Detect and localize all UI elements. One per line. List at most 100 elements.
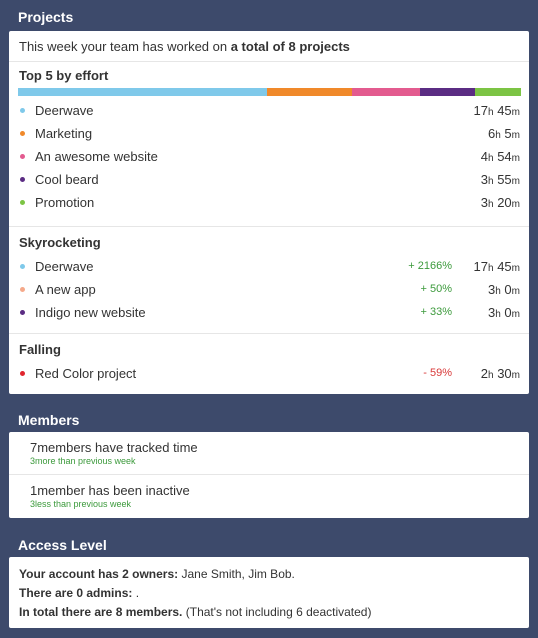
effort-segment <box>267 88 352 96</box>
project-duration: 3h 55m <box>481 168 520 193</box>
effort-segment <box>351 88 420 96</box>
hours-unit: h <box>488 263 494 274</box>
skyrocketing-title: Skyrocketing <box>19 235 101 250</box>
members-tracked-text: 7members have tracked time <box>30 440 198 455</box>
top5-group: Top 5 by effort Deerwave 17h 45m Marketing… <box>9 62 529 227</box>
owners-value: Jane Smith, Jim Bob. <box>178 567 295 581</box>
duration-hours: 6 <box>488 126 496 141</box>
access-total: In total there are 8 members. (That's no… <box>19 603 519 622</box>
project-duration: 4h 54m <box>481 145 520 170</box>
access-details: Your account has 2 owners: Jane Smith, J… <box>9 557 529 622</box>
minutes-unit: m <box>511 176 520 187</box>
members-tracked-row: 7members have tracked time 3more than pr… <box>9 432 529 475</box>
color-dot-icon <box>20 310 25 315</box>
duration-minutes: 30 <box>493 366 512 381</box>
access-admins: There are 0 admins: . <box>19 584 519 603</box>
project-row[interactable]: Indigo new website + 33% 3h 0m <box>9 301 529 324</box>
duration-hours: 4 <box>480 149 489 164</box>
hours-unit: h <box>495 286 501 297</box>
project-row[interactable]: Promotion 3h 20m <box>9 191 529 214</box>
minutes-unit: m <box>511 309 520 320</box>
admins-value: . <box>132 586 140 600</box>
project-row[interactable]: Marketing 6h 5m <box>9 122 529 145</box>
effort-segment <box>419 88 475 96</box>
access-title: Access Level <box>18 537 107 553</box>
effort-segment <box>474 88 521 96</box>
minutes-unit: m <box>511 199 520 210</box>
project-name: A new app <box>35 282 96 297</box>
members-title: Members <box>18 412 80 428</box>
duration-minutes: 0 <box>500 282 512 297</box>
hours-unit: h <box>488 107 494 118</box>
project-name: Promotion <box>35 195 95 210</box>
project-row[interactable]: Deerwave 17h 45m <box>9 99 529 122</box>
color-dot-icon <box>20 177 25 182</box>
effort-segment <box>18 88 267 96</box>
duration-minutes: 0 <box>500 305 512 320</box>
project-duration: 3h 0m <box>488 301 520 326</box>
duration-minutes: 45 <box>493 259 512 274</box>
project-duration: 17h 45m <box>474 99 520 124</box>
project-row[interactable]: An awesome website 4h 54m <box>9 145 529 168</box>
color-dot-icon <box>20 371 25 376</box>
members-inactive-row: 1member has been inactive 3less than pre… <box>9 475 529 518</box>
minutes-unit: m <box>511 263 520 274</box>
project-duration: 3h 20m <box>481 191 520 216</box>
duration-minutes: 20 <box>493 195 512 210</box>
members-inactive-delta: 3less than previous week <box>30 499 132 509</box>
duration-minutes: 55 <box>493 172 512 187</box>
project-row[interactable]: A new app + 50% 3h 0m <box>9 278 529 301</box>
members-tracked-delta: 3more than previous week <box>30 456 136 466</box>
project-row[interactable]: Red Color project - 59% 2h 30m <box>9 362 529 385</box>
project-duration: 6h 5m <box>488 122 520 147</box>
minutes-unit: m <box>511 130 520 141</box>
duration-hours: 2 <box>480 366 489 381</box>
top5-list: Deerwave 17h 45m Marketing 6h 5m An awesome … <box>9 96 529 214</box>
members-inactive-text: 1member has been inactive <box>30 483 190 498</box>
duration-hours: 3 <box>488 282 496 297</box>
project-duration: 17h 45m <box>474 255 520 280</box>
project-name: Cool beard <box>35 172 99 187</box>
minutes-unit: m <box>511 107 520 118</box>
hours-unit: h <box>495 130 501 141</box>
skyrocketing-list: Deerwave + 2166% 17h 45m A new app + 50% 3h 0… <box>9 255 529 324</box>
project-name: Deerwave <box>35 259 94 274</box>
color-dot-icon <box>20 264 25 269</box>
project-change: + 50% <box>420 283 453 295</box>
project-name: Indigo new website <box>35 305 146 320</box>
projects-card: This week your team has worked on a tota… <box>9 31 529 394</box>
project-name: Deerwave <box>35 103 94 118</box>
duration-minutes: 54 <box>493 149 512 164</box>
project-change: - 59% <box>423 367 452 379</box>
project-row[interactable]: Deerwave + 2166% 17h 45m <box>9 255 529 278</box>
duration-minutes: 45 <box>493 103 512 118</box>
duration-hours: 3 <box>480 195 489 210</box>
hours-unit: h <box>495 309 501 320</box>
project-name: An awesome website <box>35 149 158 164</box>
color-dot-icon <box>20 154 25 159</box>
color-dot-icon <box>20 131 25 136</box>
minutes-unit: m <box>511 153 520 164</box>
color-dot-icon <box>20 287 25 292</box>
duration-hours: 3 <box>488 305 496 320</box>
hours-unit: h <box>488 176 494 187</box>
hours-unit: h <box>488 153 494 164</box>
color-dot-icon <box>20 200 25 205</box>
owners-label: Your account has 2 owners: <box>19 567 179 581</box>
projects-title: Projects <box>18 9 74 25</box>
duration-hours: 17 <box>473 259 489 274</box>
members-card: 7members have tracked time 3more than pr… <box>9 432 529 518</box>
total-value: (That's not including 6 deactivated) <box>182 605 372 619</box>
duration-hours: 17 <box>473 103 489 118</box>
project-row[interactable]: Cool beard 3h 55m <box>9 168 529 191</box>
hours-unit: h <box>488 370 494 381</box>
access-owners: Your account has 2 owners: Jane Smith, J… <box>19 565 519 584</box>
summary-prefix: This week your team has worked on <box>19 39 231 54</box>
minutes-unit: m <box>511 286 520 297</box>
access-card: Your account has 2 owners: Jane Smith, J… <box>9 557 529 628</box>
falling-title: Falling <box>19 342 61 357</box>
projects-summary: This week your team has worked on a tota… <box>9 31 529 62</box>
project-duration: 2h 30m <box>481 362 520 387</box>
color-dot-icon <box>20 108 25 113</box>
project-name: Marketing <box>35 126 93 141</box>
